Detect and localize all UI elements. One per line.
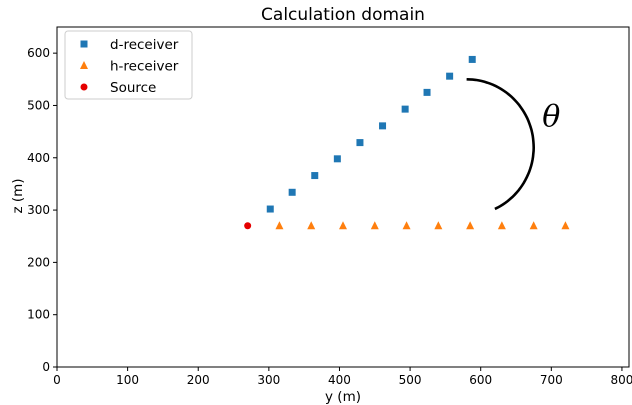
y-tick-label: 0 bbox=[42, 360, 50, 374]
theta-label: θ bbox=[542, 99, 560, 134]
legend-frame bbox=[64, 30, 193, 100]
h-receiver-point bbox=[307, 221, 316, 230]
angle-arc bbox=[466, 78, 536, 211]
h-receiver-point bbox=[466, 221, 475, 230]
h-receiver-point bbox=[370, 221, 379, 230]
y-tick-label: 500 bbox=[27, 98, 50, 112]
y-tick-label: 200 bbox=[27, 255, 50, 269]
d-receiver-point bbox=[311, 172, 319, 180]
x-tick-label: 200 bbox=[187, 373, 210, 387]
d-receiver-point bbox=[356, 139, 364, 147]
y-axis: 0 100 200 300 400 500 600 bbox=[27, 46, 57, 374]
d-receiver-point bbox=[333, 155, 341, 163]
h-receiver-point bbox=[402, 221, 411, 230]
x-tick-label: 400 bbox=[328, 373, 351, 387]
source-point bbox=[244, 222, 252, 230]
x-axis: 0 100 200 300 400 500 600 700 800 bbox=[53, 367, 632, 387]
legend-marker-source bbox=[80, 83, 88, 91]
h-receiver-point bbox=[561, 221, 570, 230]
x-tick-label: 100 bbox=[116, 373, 139, 387]
d-receiver-point bbox=[379, 122, 387, 130]
y-tick-label: 600 bbox=[27, 46, 50, 60]
x-tick-label: 800 bbox=[610, 373, 632, 387]
y-tick-label: 300 bbox=[27, 203, 50, 217]
d-receiver-point bbox=[288, 188, 296, 196]
h-receiver-point bbox=[339, 221, 347, 230]
x-tick-label: 0 bbox=[53, 373, 61, 387]
legend-marker-d-receiver bbox=[80, 40, 88, 48]
h-receiver-point bbox=[497, 221, 506, 230]
h-receiver-point bbox=[434, 221, 443, 230]
x-tick-label: 700 bbox=[540, 373, 563, 387]
d-receiver-point bbox=[401, 105, 409, 113]
angle-annotation: θ bbox=[466, 78, 560, 211]
h-receiver-point bbox=[275, 221, 284, 230]
legend-marker-h-receiver bbox=[80, 61, 88, 69]
d-receiver-point bbox=[423, 88, 431, 96]
y-axis-label: z (m) bbox=[10, 178, 26, 213]
data-markers bbox=[244, 55, 570, 230]
chart-title: Calculation domain bbox=[261, 5, 425, 25]
legend-label-h-receiver: h-receiver bbox=[110, 59, 179, 75]
d-receiver-point bbox=[266, 205, 274, 213]
d-receiver-point bbox=[468, 55, 476, 63]
h-receiver-point bbox=[529, 221, 538, 230]
legend-label-source: Source bbox=[110, 80, 156, 96]
d-receiver-point bbox=[446, 72, 454, 80]
x-tick-label: 500 bbox=[399, 373, 422, 387]
x-tick-label: 300 bbox=[257, 373, 280, 387]
x-tick-label: 600 bbox=[469, 373, 492, 387]
y-tick-label: 400 bbox=[27, 151, 50, 165]
legend-label-d-receiver: d-receiver bbox=[110, 37, 179, 53]
legend: d-receiver h-receiver Source bbox=[64, 30, 193, 100]
x-axis-label: y (m) bbox=[325, 389, 361, 405]
y-tick-label: 100 bbox=[27, 308, 50, 322]
